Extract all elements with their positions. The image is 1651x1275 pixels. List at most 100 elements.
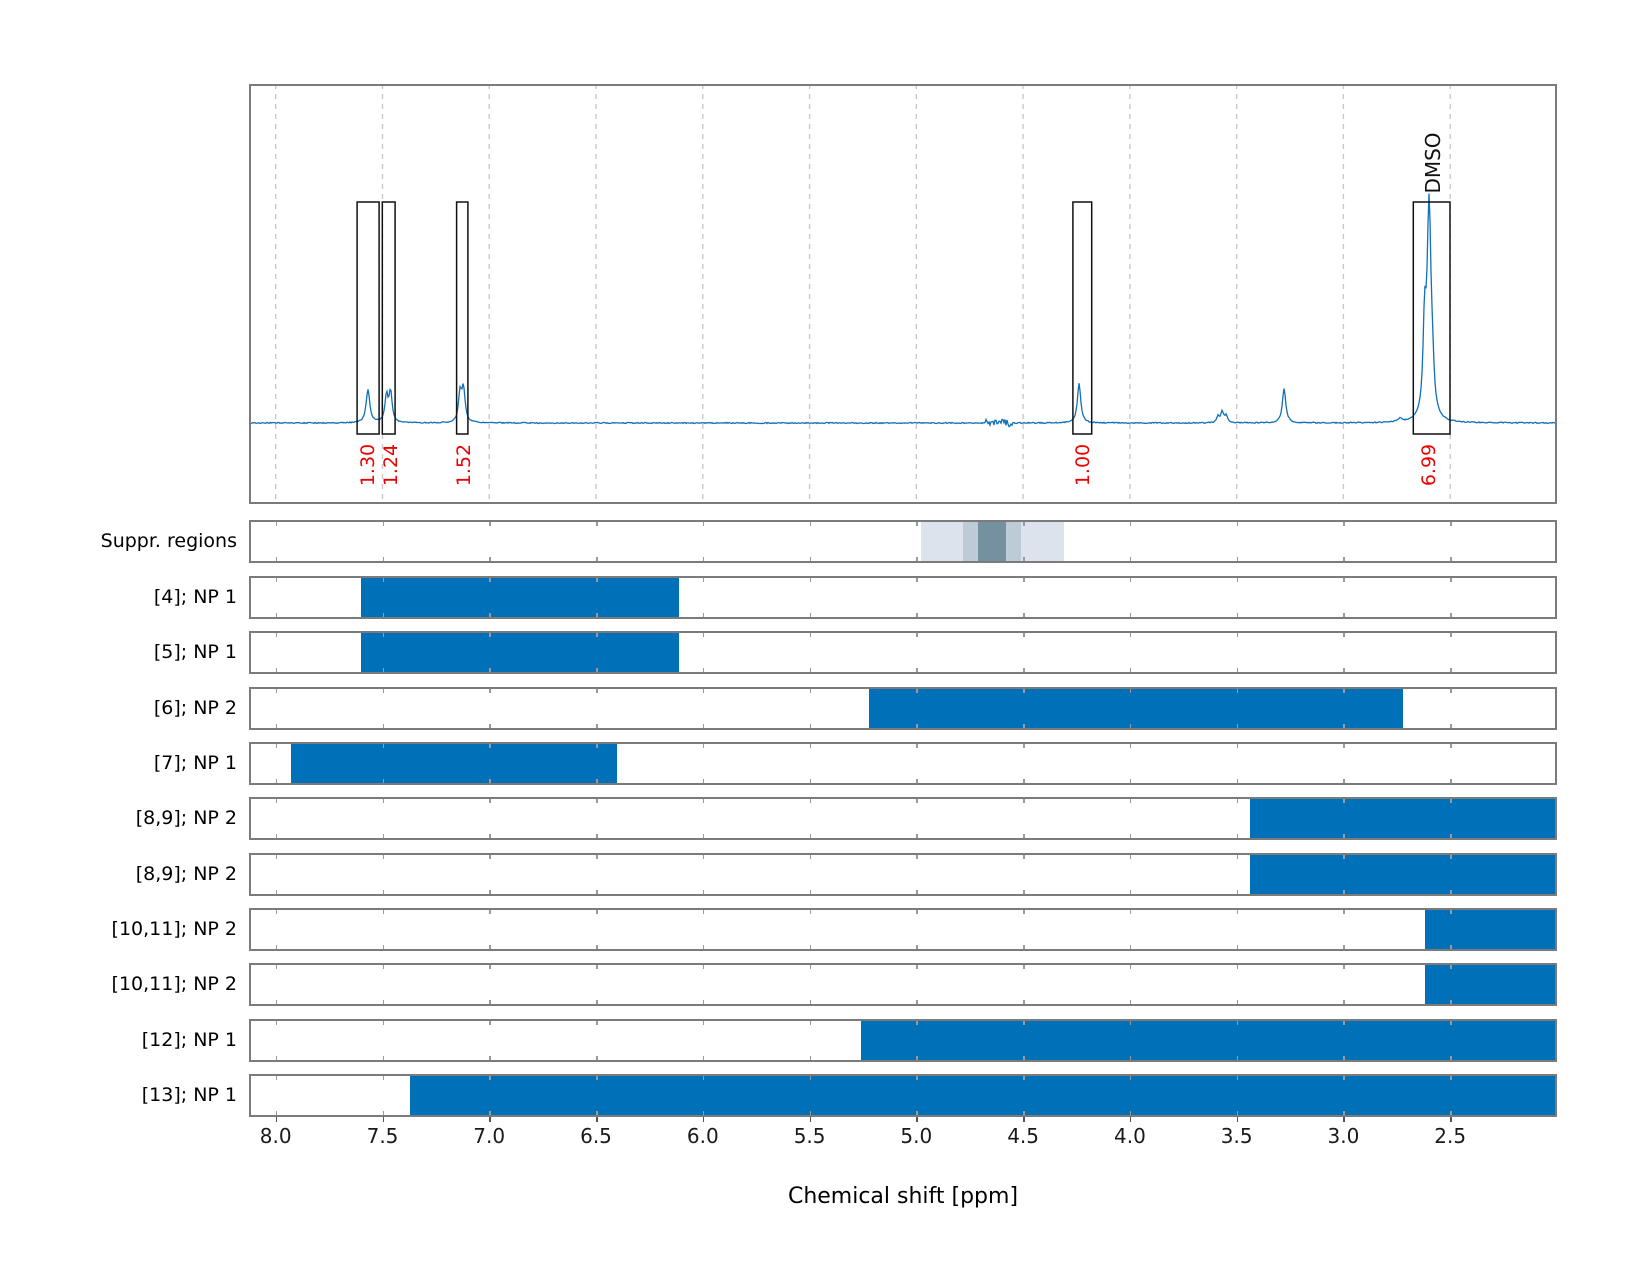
row-tick [382, 909, 384, 914]
region-row [249, 907, 1557, 951]
row-tick [275, 557, 278, 562]
x-axis-tick [596, 1116, 598, 1122]
row-tick [489, 1110, 491, 1115]
row-tick [1450, 723, 1452, 728]
integral-label: 1.00 [1071, 443, 1094, 486]
region-bar [869, 688, 1404, 728]
row-tick [382, 1110, 384, 1115]
row-tick [1129, 1075, 1132, 1080]
row-tick [1236, 834, 1239, 839]
row-tick [1023, 778, 1025, 783]
row-tick [1236, 612, 1239, 617]
row-tick [489, 723, 491, 728]
row-tick [702, 688, 705, 693]
row-tick [916, 965, 918, 970]
row-tick [275, 668, 278, 673]
row-tick [489, 743, 491, 748]
row-tick [1129, 688, 1132, 693]
row-tick [1023, 522, 1025, 527]
region-bar [1249, 799, 1555, 839]
region-bar [290, 743, 618, 783]
row-tick [1450, 1000, 1452, 1005]
row-tick [275, 778, 278, 783]
row-tick [596, 522, 598, 527]
row-tick [275, 1075, 278, 1080]
suppressed-region-segment [963, 522, 979, 562]
x-axis-tick [1450, 1116, 1452, 1122]
row-tick [489, 1020, 491, 1025]
row-tick [1129, 965, 1132, 970]
spectrum-panel: 1.30 1.24 1.52 1.00 6.99 DMSO [249, 84, 1557, 504]
region-row [249, 1018, 1557, 1062]
row-tick [1236, 633, 1239, 638]
row-tick [382, 612, 384, 617]
row-label: [10,11]; NP 2 [111, 973, 237, 996]
row-tick [702, 854, 705, 859]
row-tick [1236, 965, 1239, 970]
row-tick [1023, 1110, 1025, 1115]
row-tick [1129, 557, 1132, 562]
row-tick [916, 522, 918, 527]
row-tick [809, 854, 812, 859]
row-tick [916, 854, 918, 859]
row-tick [1236, 1075, 1239, 1080]
row-tick [596, 633, 598, 638]
x-axis-tick-label: 2.5 [1434, 1124, 1467, 1148]
row-tick [275, 723, 278, 728]
row-tick [489, 668, 491, 673]
region-row [249, 963, 1557, 1007]
row-tick [1450, 1075, 1452, 1080]
x-axis-tick-label: 6.5 [580, 1124, 612, 1148]
row-tick [382, 688, 384, 693]
row-tick [1129, 612, 1132, 617]
row-tick [809, 909, 812, 914]
row-tick [1343, 557, 1345, 562]
x-axis-tick [489, 1116, 491, 1122]
row-tick [809, 965, 812, 970]
row-tick [382, 1000, 384, 1005]
row-tick [275, 1055, 278, 1060]
row-tick [702, 577, 705, 582]
row-tick [702, 944, 705, 949]
row-tick [809, 1075, 812, 1080]
row-tick [1129, 577, 1132, 582]
integration-box [381, 201, 396, 435]
row-tick [809, 668, 812, 673]
row-tick [1343, 799, 1345, 804]
x-axis-tick [275, 1116, 278, 1122]
row-tick [1023, 1055, 1025, 1060]
row-tick [809, 557, 812, 562]
row-tick [382, 723, 384, 728]
row-tick [916, 944, 918, 949]
row-tick [1450, 668, 1452, 673]
row-tick [702, 723, 705, 728]
row-tick [382, 889, 384, 894]
suppressed-region-segment [1006, 522, 1021, 562]
row-tick [1450, 522, 1452, 527]
row-tick [1450, 577, 1452, 582]
row-tick [1023, 854, 1025, 859]
integral-label: 1.24 [380, 443, 403, 486]
row-tick [702, 1075, 705, 1080]
row-tick [1343, 965, 1345, 970]
row-tick [596, 1020, 598, 1025]
row-tick [1343, 1000, 1345, 1005]
row-tick [596, 889, 598, 894]
row-tick [1236, 1110, 1239, 1115]
region-row [249, 741, 1557, 785]
row-tick [702, 557, 705, 562]
row-tick [1450, 854, 1452, 859]
row-tick [1343, 688, 1345, 693]
row-tick [275, 799, 278, 804]
row-tick [275, 1110, 278, 1115]
row-tick [809, 944, 812, 949]
row-tick [1129, 1110, 1132, 1115]
row-tick [596, 668, 598, 673]
row-tick [382, 854, 384, 859]
dmso-label: DMSO [1421, 132, 1446, 194]
row-tick [809, 522, 812, 527]
row-tick [1129, 743, 1132, 748]
row-tick [1023, 743, 1025, 748]
region-row [249, 686, 1557, 730]
row-tick [1023, 1075, 1025, 1080]
